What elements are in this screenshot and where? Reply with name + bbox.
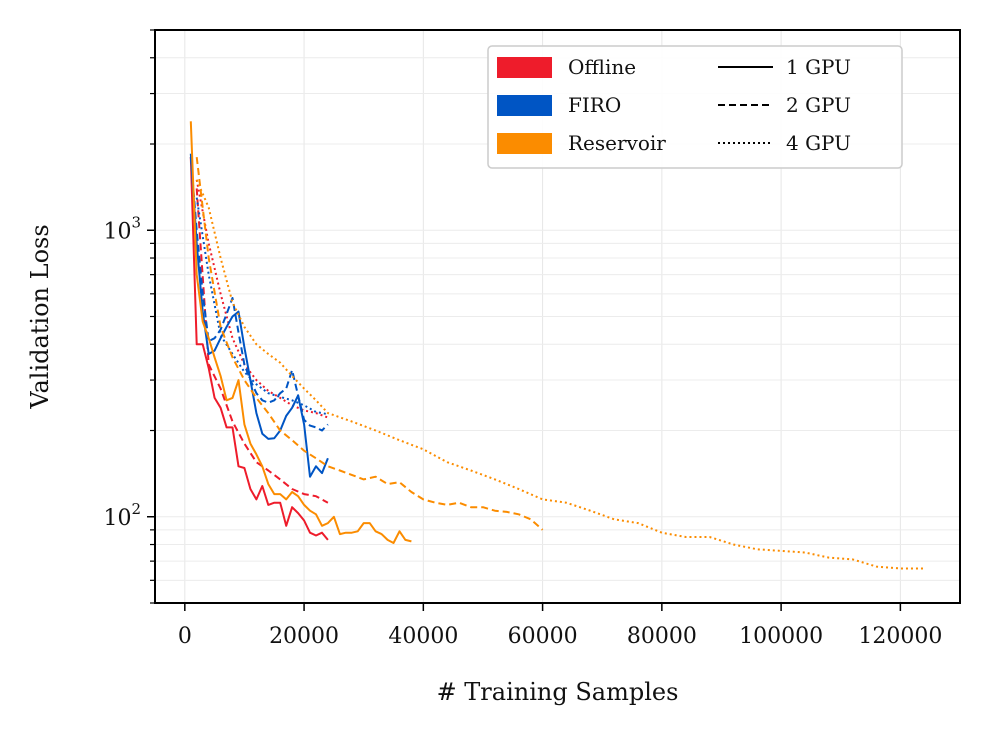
x-tick-label-3: 60000 (508, 624, 578, 649)
x-axis-label: # Training Samples (437, 678, 679, 706)
legend-swatch-offline (497, 57, 552, 78)
legend-label-reservoir: Reservoir (568, 131, 666, 155)
legend-swatch-firo (497, 95, 552, 116)
series-line-firo-2-gpu (189, 157, 329, 432)
x-tick-label-1: 20000 (269, 624, 339, 649)
legend-label-offline: Offline (568, 55, 636, 79)
legend-label-firo: FIRO (568, 93, 621, 117)
y-tick-label-1: 103 (103, 213, 141, 244)
y-axis-label: Validation Loss (26, 224, 54, 409)
series-lines (189, 121, 925, 570)
x-tick-label-6: 120000 (858, 624, 942, 649)
series-line-reservoir-4-gpu (195, 179, 925, 570)
y-tick-label-exponent-0: 2 (131, 500, 141, 518)
y-tick-label-0: 102 (103, 500, 141, 531)
y-tick-label-exponent-1: 3 (131, 213, 141, 231)
legend-label-2-gpu: 2 GPU (786, 93, 851, 117)
x-tick-label-2: 40000 (388, 624, 458, 649)
series-line-offline-1-gpu (189, 157, 329, 541)
legend-swatch-reservoir (497, 133, 552, 154)
legend-box (487, 45, 903, 169)
legend-label-1-gpu: 1 GPU (786, 55, 851, 79)
series-line-reservoir-1-gpu (189, 121, 412, 544)
legend-label-4-gpu: 4 GPU (786, 131, 851, 155)
series-line-reservoir-2-gpu (195, 156, 544, 531)
x-tick-label-5: 100000 (739, 624, 823, 649)
axis-ticks: 0 20000 40000 60000 80000 100000 120000 102 103 (103, 29, 942, 649)
legend: Offline FIRO Reservoir 1 GPU 2 GPU 4 GPU (487, 45, 903, 169)
series-line-firo-4-gpu (195, 197, 329, 416)
x-tick-label-4: 80000 (627, 624, 697, 649)
x-tick-label-0: 0 (178, 624, 192, 649)
